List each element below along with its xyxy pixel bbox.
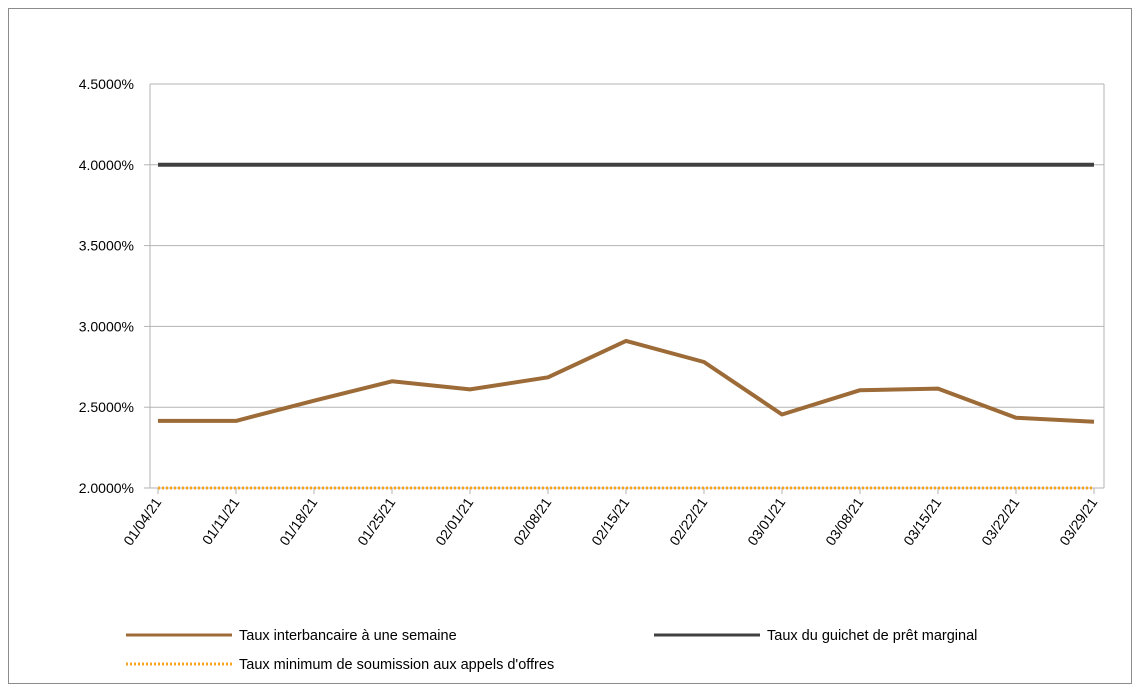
x-tick-label: 03/08/21 xyxy=(822,494,866,548)
legend-label-1: Taux du guichet de prêt marginal xyxy=(767,628,977,644)
y-tick-label: 2.0000% xyxy=(79,480,134,496)
axes xyxy=(144,84,1105,489)
x-tick-label: 03/01/21 xyxy=(744,494,788,548)
x-tick-label: 01/18/21 xyxy=(276,494,320,548)
chart-frame xyxy=(8,8,1132,684)
x-tick-label: 03/29/21 xyxy=(1056,494,1100,548)
x-tick-label: 02/01/21 xyxy=(432,494,476,548)
x-tick-label: 02/22/21 xyxy=(666,494,710,548)
y-tick-label: 4.0000% xyxy=(79,157,134,173)
x-tick-label: 01/11/21 xyxy=(199,494,243,547)
x-axis-tick-labels: 01/04/21 01/11/21 01/18/21 01/25/21 02/01/21… xyxy=(120,488,1101,548)
series-lines xyxy=(158,162,1095,490)
y-tick-label: 4.5000% xyxy=(79,76,134,92)
y-axis-tick-labels: 2.0000% 2.5000% 3.0000% 3.5000% 4.0000% 4.500… xyxy=(79,76,134,496)
series-line-0 xyxy=(158,338,1095,424)
x-tick-label: 02/08/21 xyxy=(510,494,554,548)
x-tick-label: 03/15/21 xyxy=(900,494,944,548)
legend: Taux interbancaire à une semaine Taux du … xyxy=(126,628,977,673)
x-tick-label: 01/04/21 xyxy=(120,494,164,548)
gridlines xyxy=(150,83,1104,489)
legend-label-2: Taux minimum de soumission aux appels d'… xyxy=(239,657,554,673)
x-tick-label: 01/25/21 xyxy=(354,494,398,548)
x-tick-label: 03/22/21 xyxy=(978,494,1022,548)
x-tick-label: 02/15/21 xyxy=(588,494,632,548)
y-tick-label: 3.5000% xyxy=(79,238,134,254)
legend-label-0: Taux interbancaire à une semaine xyxy=(239,628,457,644)
y-tick-label: 3.0000% xyxy=(79,318,134,334)
y-tick-label: 2.5000% xyxy=(79,399,134,415)
